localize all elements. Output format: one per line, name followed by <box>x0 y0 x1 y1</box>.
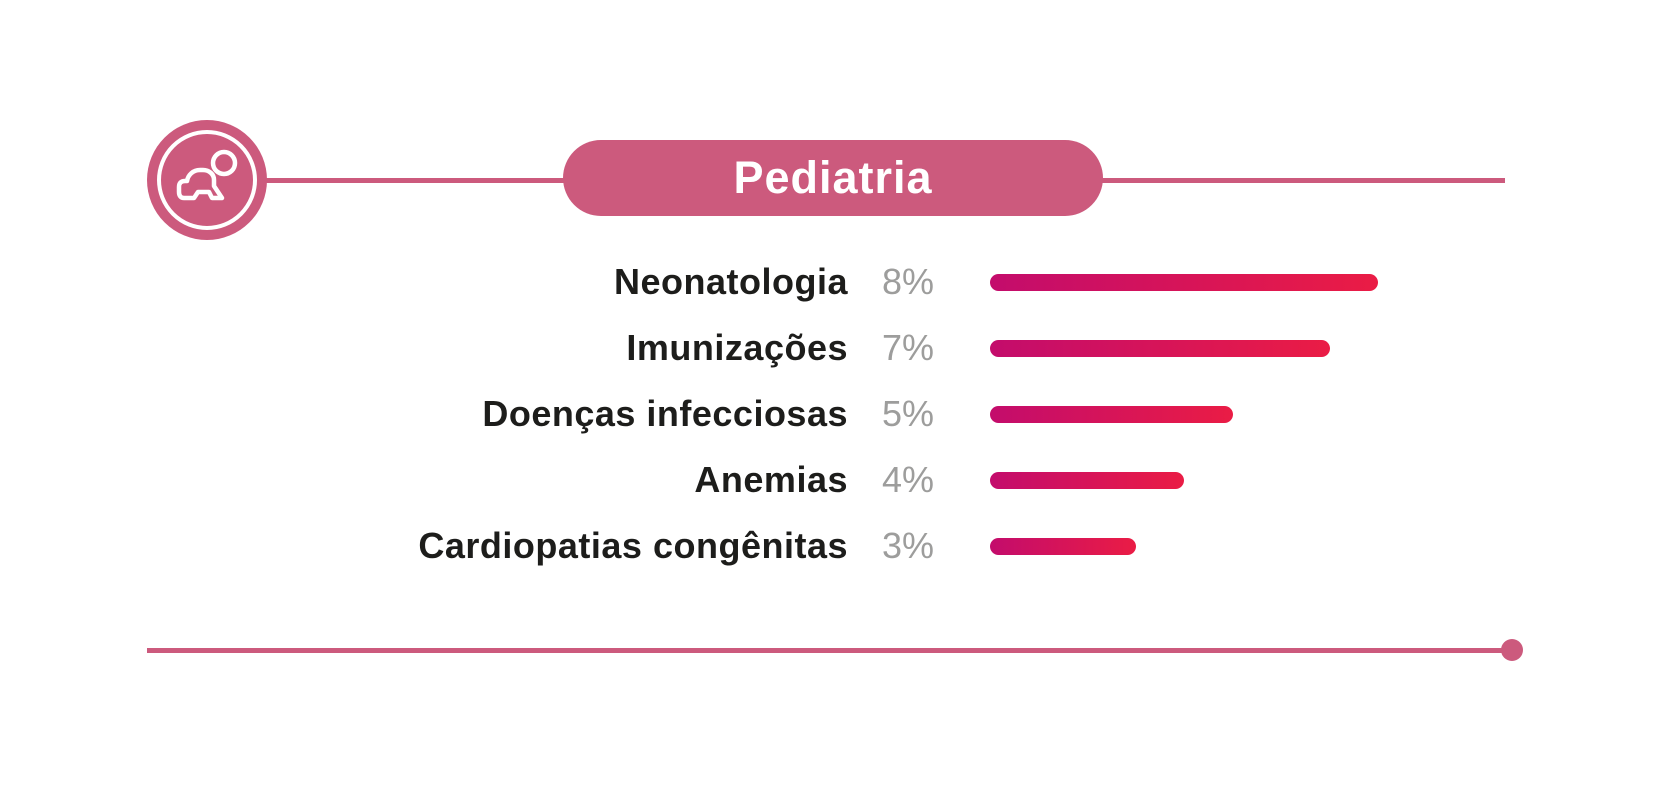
row-value: 5% <box>881 393 935 434</box>
row-label: Imunizações <box>626 327 848 368</box>
row-bar <box>990 405 1233 423</box>
row-label: Neonatologia <box>613 261 848 302</box>
baby-crawling-icon <box>145 118 269 242</box>
chart-row: Cardiopatias congênitas 3% <box>0 524 1667 568</box>
connector-line-right <box>1101 178 1505 183</box>
connector-line-left <box>263 178 565 183</box>
section-header-pill: Pediatria <box>563 140 1103 216</box>
baby-crawling-icon-svg <box>147 120 267 240</box>
row-value: 3% <box>881 525 935 566</box>
divider-end-dot <box>1501 639 1523 661</box>
row-value: 4% <box>881 459 935 500</box>
divider-line-bottom <box>147 648 1503 653</box>
chart-row: Anemias 4% <box>0 458 1667 502</box>
row-bar <box>990 339 1330 357</box>
row-value: 8% <box>881 261 935 302</box>
row-label: Doenças infecciosas <box>482 393 848 434</box>
row-label: Anemias <box>694 459 848 500</box>
section-title: Pediatria <box>733 152 933 203</box>
chart-row: Doenças infecciosas 5% <box>0 392 1667 436</box>
row-label: Cardiopatias congênitas <box>418 525 848 566</box>
row-bar <box>990 537 1136 555</box>
chart-row: Imunizações 7% <box>0 326 1667 370</box>
row-bar <box>990 471 1184 489</box>
chart-row: Neonatologia 8% <box>0 260 1667 304</box>
row-value: 7% <box>881 327 935 368</box>
row-bar <box>990 273 1378 291</box>
